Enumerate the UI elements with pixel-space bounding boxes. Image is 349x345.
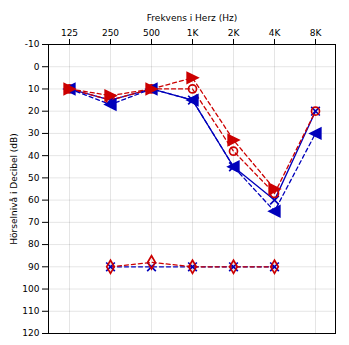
svg-text:8K: 8K [310,28,323,38]
svg-text:50: 50 [28,173,40,183]
svg-text:-10: -10 [25,39,40,49]
svg-text:100: 100 [22,284,39,294]
svg-text:10: 10 [28,84,40,94]
svg-text:Frekvens i Herz (Hz): Frekvens i Herz (Hz) [147,13,237,23]
svg-text:20: 20 [28,106,40,116]
svg-text:2K: 2K [228,28,241,38]
svg-text:80: 80 [28,239,40,249]
svg-text:0: 0 [34,62,40,72]
svg-text:125: 125 [61,28,78,38]
svg-text:70: 70 [28,217,40,227]
svg-text:60: 60 [28,195,40,205]
svg-text:Hörselnivå i Decibel (dB): Hörselnivå i Decibel (dB) [9,133,19,244]
svg-text:500: 500 [143,28,160,38]
svg-text:4K: 4K [269,28,282,38]
svg-text:250: 250 [102,28,119,38]
svg-text:30: 30 [28,128,40,138]
svg-text:110: 110 [22,306,39,316]
svg-text:40: 40 [28,151,40,161]
svg-text:1K: 1K [187,28,200,38]
svg-text:120: 120 [22,328,39,338]
svg-text:90: 90 [28,262,40,272]
